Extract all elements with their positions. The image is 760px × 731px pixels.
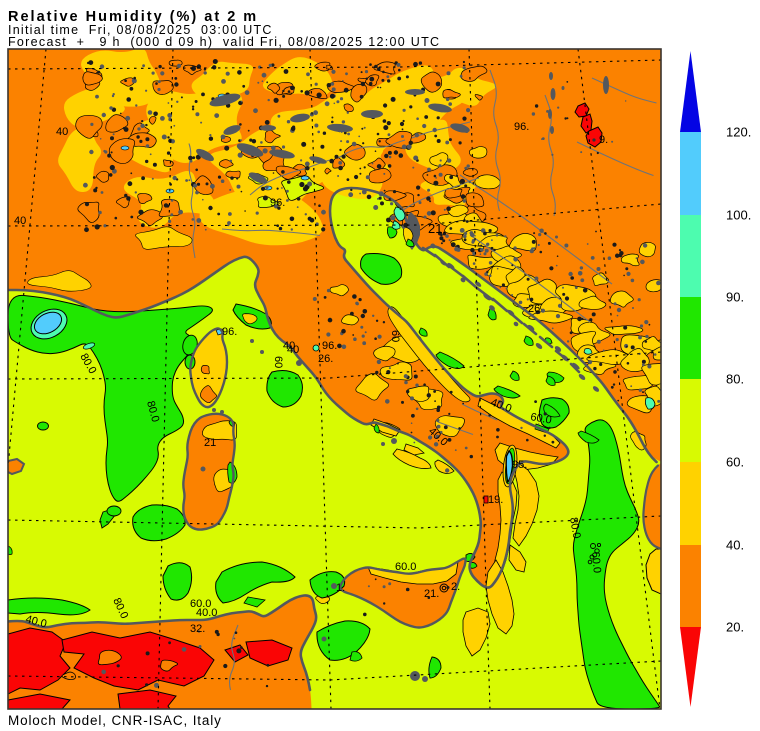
svg-text:40.0: 40.0 (196, 607, 217, 619)
svg-text:Forecast + 9 h (000 d 09 h: Forecast + 9 h (000 d 09 h) valid Fri, 0… (8, 35, 440, 49)
svg-text:26: 26 (528, 303, 540, 315)
svg-text:60.: 60. (726, 455, 744, 470)
svg-text:40: 40 (283, 340, 295, 352)
svg-text:20.: 20. (726, 620, 744, 635)
svg-text:21: 21 (204, 437, 216, 449)
svg-text:19.: 19. (488, 494, 503, 506)
svg-text:Moloch Model, CNR-ISAC, Italy: Moloch Model, CNR-ISAC, Italy (8, 713, 222, 728)
svg-text:21.: 21. (428, 221, 446, 236)
svg-text:2.: 2. (451, 581, 460, 593)
svg-text:Relative Humidity (%) at 2 m: Relative Humidity (%) at 2 m (8, 9, 258, 25)
svg-text:96.: 96. (514, 121, 529, 133)
svg-text:80.0: 80.0 (567, 516, 583, 539)
svg-text:40: 40 (14, 215, 26, 227)
svg-text:60.0: 60.0 (190, 598, 211, 610)
svg-text:60: 60 (272, 356, 284, 368)
svg-text:96.: 96. (322, 340, 337, 352)
svg-text:60.0: 60.0 (589, 551, 603, 573)
svg-text:60.0: 60.0 (395, 561, 416, 573)
svg-text:80.0: 80.0 (144, 400, 161, 424)
svg-text:21.: 21. (424, 588, 439, 600)
svg-text:Initial time Fri, 08/08/2025: Initial time Fri, 08/08/2025 03:00 UTC (8, 23, 273, 37)
svg-text:96.: 96. (270, 197, 285, 209)
svg-text:1.: 1. (336, 582, 345, 594)
svg-text:60: 60 (389, 330, 401, 342)
svg-text:40: 40 (287, 344, 299, 356)
svg-text:26.: 26. (318, 353, 333, 365)
svg-text:40: 40 (56, 126, 68, 138)
svg-text:90.: 90. (726, 290, 744, 305)
svg-text:120.: 120. (726, 125, 751, 140)
svg-text:40.0: 40.0 (24, 613, 48, 630)
svg-text:9.: 9. (599, 134, 608, 146)
svg-text:80.: 80. (726, 372, 744, 387)
svg-text:40.: 40. (726, 538, 744, 553)
svg-text:100.: 100. (726, 208, 751, 223)
svg-text:60.0: 60.0 (529, 411, 552, 427)
svg-text:96.: 96. (222, 326, 237, 338)
svg-text:32.: 32. (190, 623, 205, 635)
svg-text:95.: 95. (512, 459, 527, 471)
